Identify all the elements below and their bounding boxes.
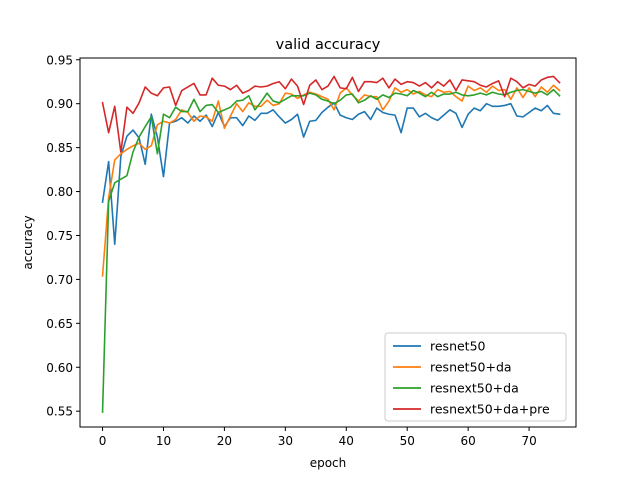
series-line-resnext50-da	[101, 88, 561, 413]
legend-label: resnet50+da	[430, 360, 512, 375]
legend-label: resnet50	[430, 339, 486, 354]
y-tick-label: 0.85	[46, 141, 73, 155]
y-tick-label: 0.90	[46, 97, 73, 111]
x-axis-label: epoch	[310, 456, 347, 470]
y-tick-label: 0.95	[46, 53, 73, 67]
legend-box	[384, 332, 567, 422]
legend: resnet50 resnet50+da resnext50+da resnext50…	[384, 332, 567, 422]
y-tick-label: 0.75	[46, 229, 73, 243]
x-tick-label: 50	[400, 434, 415, 448]
y-axis-label: accuracy	[21, 215, 35, 269]
x-tick-label: 10	[156, 434, 171, 448]
plot-area-frame	[79, 57, 577, 428]
x-tick-label: 0	[99, 434, 107, 448]
series-layer	[101, 75, 561, 413]
series-line-resnet50-da	[101, 84, 561, 277]
y-axis: 0.55 0.60 0.65 0.70 0.75 0.80 0.85 0.90 0.95	[46, 53, 80, 419]
x-tick-label: 20	[217, 434, 232, 448]
x-axis: 0 10 20 30 40 50 60 70	[99, 427, 537, 448]
y-tick-label: 0.60	[46, 361, 73, 375]
y-tick-label: 0.80	[46, 185, 73, 199]
y-tick-label: 0.55	[46, 405, 73, 419]
legend-label: resnext50+da	[430, 381, 519, 396]
series-line-resnext50-da-pre	[101, 75, 561, 153]
x-tick-label: 60	[461, 434, 476, 448]
x-tick-label: 30	[278, 434, 293, 448]
y-tick-label: 0.65	[46, 317, 73, 331]
chart-title: valid accuracy	[276, 37, 381, 53]
legend-label: resnext50+da+pre	[430, 402, 550, 417]
x-tick-label: 70	[521, 434, 536, 448]
x-tick-label: 40	[339, 434, 354, 448]
y-tick-label: 0.70	[46, 273, 73, 287]
